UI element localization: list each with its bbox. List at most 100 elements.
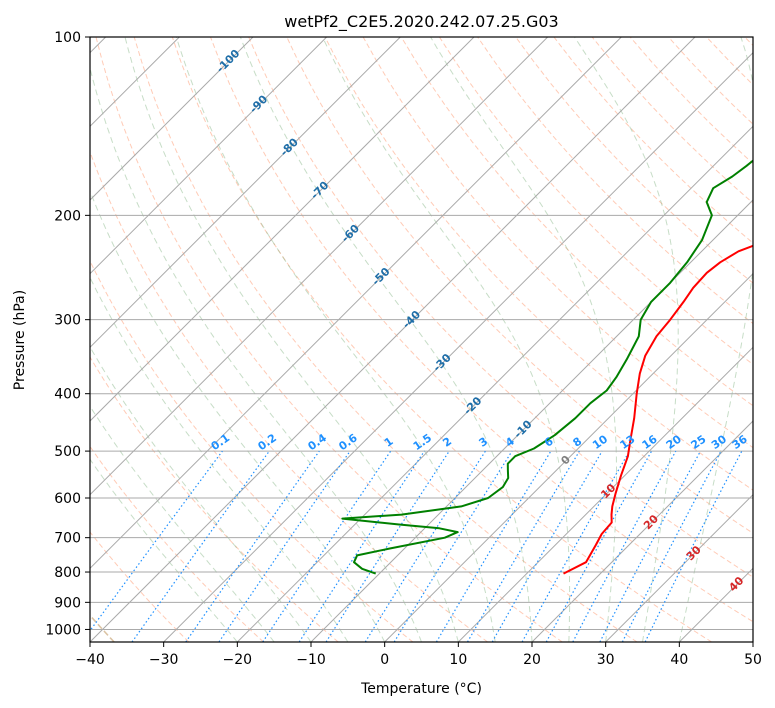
- dry-adiabat-line: [95, 37, 563, 642]
- mixing-ratio-line: [644, 450, 743, 642]
- isotherm-line: [90, 37, 696, 642]
- profile-lines: [341, 159, 753, 575]
- plot-frame: [89, 36, 754, 643]
- mixing-ratio-line: [262, 450, 392, 642]
- mixing-ratio-label: 13: [617, 433, 637, 452]
- mixing-ratio-line: [466, 450, 580, 642]
- dry-adiabat-line: [248, 37, 753, 578]
- mixing-ratio-label: 30: [709, 432, 729, 452]
- x-tick-label: 20: [523, 652, 541, 668]
- isotherm-line: [90, 37, 475, 422]
- x-tick-label: −10: [296, 652, 326, 668]
- isotherm-label: -80: [278, 135, 301, 158]
- dry-adiabat-line: [90, 445, 264, 642]
- x-tick-label: −30: [149, 652, 179, 668]
- isotherm-line: [236, 125, 753, 642]
- dry-adiabat-line: [515, 37, 753, 284]
- isotherm-line: [90, 37, 328, 275]
- y-tick-label: 800: [54, 565, 81, 581]
- y-tick-label: 300: [54, 313, 81, 329]
- mixing-ratio-line: [599, 450, 702, 642]
- moist-adiabat-line: [90, 345, 312, 642]
- isotherm-line: [310, 199, 753, 642]
- mixing-ratio-line: [393, 450, 513, 642]
- isotherm-line: [457, 346, 753, 642]
- dry-adiabat-line: [438, 37, 753, 366]
- moist-adiabat-line: [430, 37, 617, 642]
- mixing-ratio-line: [185, 450, 320, 642]
- mixing-ratio-label: 1: [382, 435, 396, 450]
- background-lines: [90, 37, 753, 642]
- y-tick-label: 1000: [45, 622, 81, 638]
- mixing-ratio-line: [298, 450, 425, 642]
- mixing-ratio-label: 0.2: [256, 431, 279, 453]
- moist-adiabat-line: [322, 37, 571, 642]
- moist-adiabat-line: [90, 405, 275, 642]
- mixing-ratio-line: [131, 450, 270, 642]
- y-tick-label: 200: [54, 208, 81, 224]
- dry-adiabat-line: [90, 259, 414, 642]
- x-tick-label: 10: [449, 652, 467, 668]
- mixing-ratio-line: [521, 450, 631, 642]
- y-tick-label: 500: [54, 444, 81, 460]
- y-tick-label: 400: [54, 387, 81, 403]
- dry-adiabat-line: [591, 37, 753, 204]
- mixing-ratio-line: [572, 450, 677, 642]
- mixing-ratio-line: [435, 450, 552, 642]
- y-axis-ticks: 100 200 300 400 500 600 700 800 900 1000: [45, 30, 90, 638]
- x-tick-label: 50: [744, 652, 762, 668]
- mixing-ratio-line: [218, 450, 351, 642]
- mixing-ratio-label: 10: [590, 432, 610, 452]
- y-axis-title: Pressure (hPa): [12, 290, 28, 390]
- x-tick-label: −20: [223, 652, 253, 668]
- isotherm-label: -30: [430, 351, 453, 374]
- isotherm-line: [605, 493, 753, 642]
- moist-adiabat-line: [239, 37, 533, 642]
- moist-adiabat-line: [90, 276, 349, 642]
- mixing-ratio-label: 25: [689, 432, 709, 451]
- dry-adiabat-line: [90, 356, 339, 642]
- isotherm-line: [384, 272, 753, 642]
- y-tick-label: 100: [54, 30, 81, 46]
- dry-adiabat-line: [744, 37, 753, 47]
- moist-adiabat-line: [90, 458, 238, 642]
- y-tick-label: 600: [54, 491, 81, 507]
- mixing-ratio-label: 16: [640, 432, 660, 452]
- temperature-profile-line: [563, 244, 753, 575]
- isotherm-line: [90, 37, 622, 570]
- isotherm-line: [90, 37, 401, 349]
- x-tick-label: 0: [380, 652, 389, 668]
- mixing-ratio-label: 3: [477, 435, 491, 450]
- mixing-ratio-line: [545, 450, 653, 642]
- mixing-ratio-label: 20: [664, 432, 684, 452]
- dry-adiabat-line: [90, 150, 488, 642]
- y-tick-label: 900: [54, 595, 81, 611]
- moist-adiabat-line: [90, 189, 386, 642]
- dry-adiabat-line: [668, 37, 753, 125]
- isotherm-line: [163, 51, 753, 642]
- moist-adiabat-line: [90, 65, 422, 642]
- isotherm-line: [531, 420, 753, 642]
- dry-adiabat-line: [90, 531, 190, 642]
- dry-adiabat-line: [210, 37, 753, 623]
- dry-adiabat-line: [400, 37, 753, 407]
- x-tick-label: 30: [597, 652, 615, 668]
- moist-adiabat-line: [678, 37, 753, 642]
- dewpoint-profile-line: [341, 159, 753, 575]
- mixing-ratio-line: [621, 450, 722, 642]
- chart-title: wetPf2_C2E5.2020.242.07.25.G03: [284, 12, 558, 32]
- mixing-ratio-line: [325, 450, 450, 642]
- mixing-ratio-label: 36: [730, 432, 750, 452]
- x-tick-label: 40: [670, 652, 688, 668]
- moist-adiabat-line: [574, 37, 679, 642]
- isotherm-label: 40: [726, 574, 746, 594]
- dry-adiabat-line: [133, 37, 638, 642]
- dry-adiabat-line: [171, 37, 712, 642]
- x-axis-title: Temperature (°C): [360, 681, 482, 697]
- moist-adiabat-line: [124, 37, 459, 642]
- y-tick-label: 700: [54, 531, 81, 547]
- isotherm-line: [90, 37, 254, 201]
- isotherm-line: [90, 37, 549, 496]
- x-axis-ticks: −40 −30 −20 −10 0 10 20 30 40 50: [75, 642, 762, 668]
